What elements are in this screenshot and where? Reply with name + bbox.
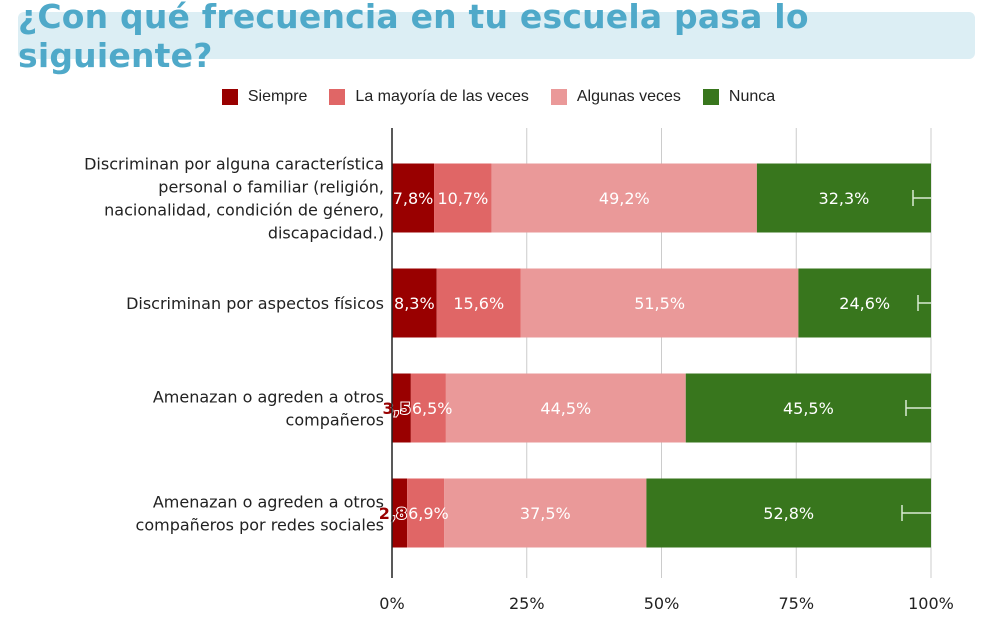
bar-3-2 xyxy=(444,478,647,548)
bar-0-1 xyxy=(434,163,492,233)
data-label-2-0: 3,5 xyxy=(383,399,411,418)
data-label-3-2: 37,5% xyxy=(520,504,571,523)
category-label-3-line-1: compañeros por redes sociales xyxy=(136,516,384,535)
legend-label-siempre: Siempre xyxy=(247,88,308,105)
legend-swatch-siempre xyxy=(221,89,238,105)
data-label-2-1: 6,5% xyxy=(412,399,453,418)
legend-item-mayoria: La mayoría de las veces xyxy=(329,88,529,106)
data-label-3-3: 52,8% xyxy=(763,504,814,523)
bar-2-2 xyxy=(445,373,686,443)
data-label-1-2: 51,5% xyxy=(634,294,685,313)
data-label-0-1: 10,7% xyxy=(437,189,488,208)
bar-1-1 xyxy=(436,268,521,338)
bar-1-2 xyxy=(520,268,799,338)
bar-3-0 xyxy=(392,478,408,548)
data-label-3-1: 6,9% xyxy=(408,504,449,523)
category-label-0-line-3: discapacidad.) xyxy=(268,224,384,243)
x-tick-label-4: 100% xyxy=(908,594,954,613)
bar-2-3 xyxy=(685,373,931,443)
bar-0-3 xyxy=(756,163,931,233)
category-label-2-line-1: compañeros xyxy=(286,411,384,430)
bar-0-2 xyxy=(491,163,757,233)
data-label-2-2: 44,5% xyxy=(540,399,591,418)
category-label-1-line-0: Discriminan por aspectos físicos xyxy=(126,294,384,313)
bar-1-3 xyxy=(798,268,931,338)
data-label-2-3: 45,5% xyxy=(783,399,834,418)
legend-swatch-nunca xyxy=(702,89,719,105)
data-label-1-1: 15,6% xyxy=(453,294,504,313)
legend-label-mayoria: La mayoría de las veces xyxy=(355,88,529,105)
bar-2-1 xyxy=(410,373,446,443)
data-label-0-2: 49,2% xyxy=(599,189,650,208)
bar-1-0 xyxy=(392,268,437,338)
x-tick-label-3: 75% xyxy=(778,594,814,613)
data-label-1-0: 8,3% xyxy=(394,294,435,313)
chart-title: ¿Con qué frecuencia en tu escuela pasa l… xyxy=(18,0,809,75)
data-label-3-0: 2,8 xyxy=(379,504,407,523)
bar-2-0 xyxy=(392,373,411,443)
title-banner: ¿Con qué frecuencia en tu escuela pasa l… xyxy=(18,0,975,75)
data-label-1-3: 24,6% xyxy=(839,294,890,313)
legend-label-nunca: Nunca xyxy=(728,88,776,105)
legend-item-siempre: Siempre xyxy=(221,88,308,106)
data-label-0-3: 32,3% xyxy=(819,189,870,208)
x-tick-label-2: 50% xyxy=(644,594,680,613)
legend-swatch-mayoria xyxy=(329,89,346,105)
x-tick-label-1: 25% xyxy=(509,594,545,613)
category-label-0-line-1: personal o familiar (religión, xyxy=(158,178,384,197)
legend-item-nunca: Nunca xyxy=(702,88,776,106)
category-label-0-line-0: Discriminan por alguna característica xyxy=(84,155,384,174)
legend-label-algunas: Algunas veces xyxy=(576,88,681,105)
legend-item-algunas: Algunas veces xyxy=(550,88,681,106)
bar-3-3 xyxy=(646,478,931,548)
bar-3-1 xyxy=(407,478,445,548)
data-label-0-0: 7,8% xyxy=(393,189,434,208)
x-tick-label-0: 0% xyxy=(379,594,404,613)
category-label-2-line-0: Amenazan o agreden a otros xyxy=(153,388,384,407)
category-label-0-line-2: nacionalidad, condición de género, xyxy=(104,201,384,220)
category-label-3-line-0: Amenazan o agreden a otros xyxy=(153,493,384,512)
legend: Siempre La mayoría de las veces Algunas … xyxy=(0,88,997,106)
legend-swatch-algunas xyxy=(550,89,567,105)
bar-0-0 xyxy=(392,163,435,233)
